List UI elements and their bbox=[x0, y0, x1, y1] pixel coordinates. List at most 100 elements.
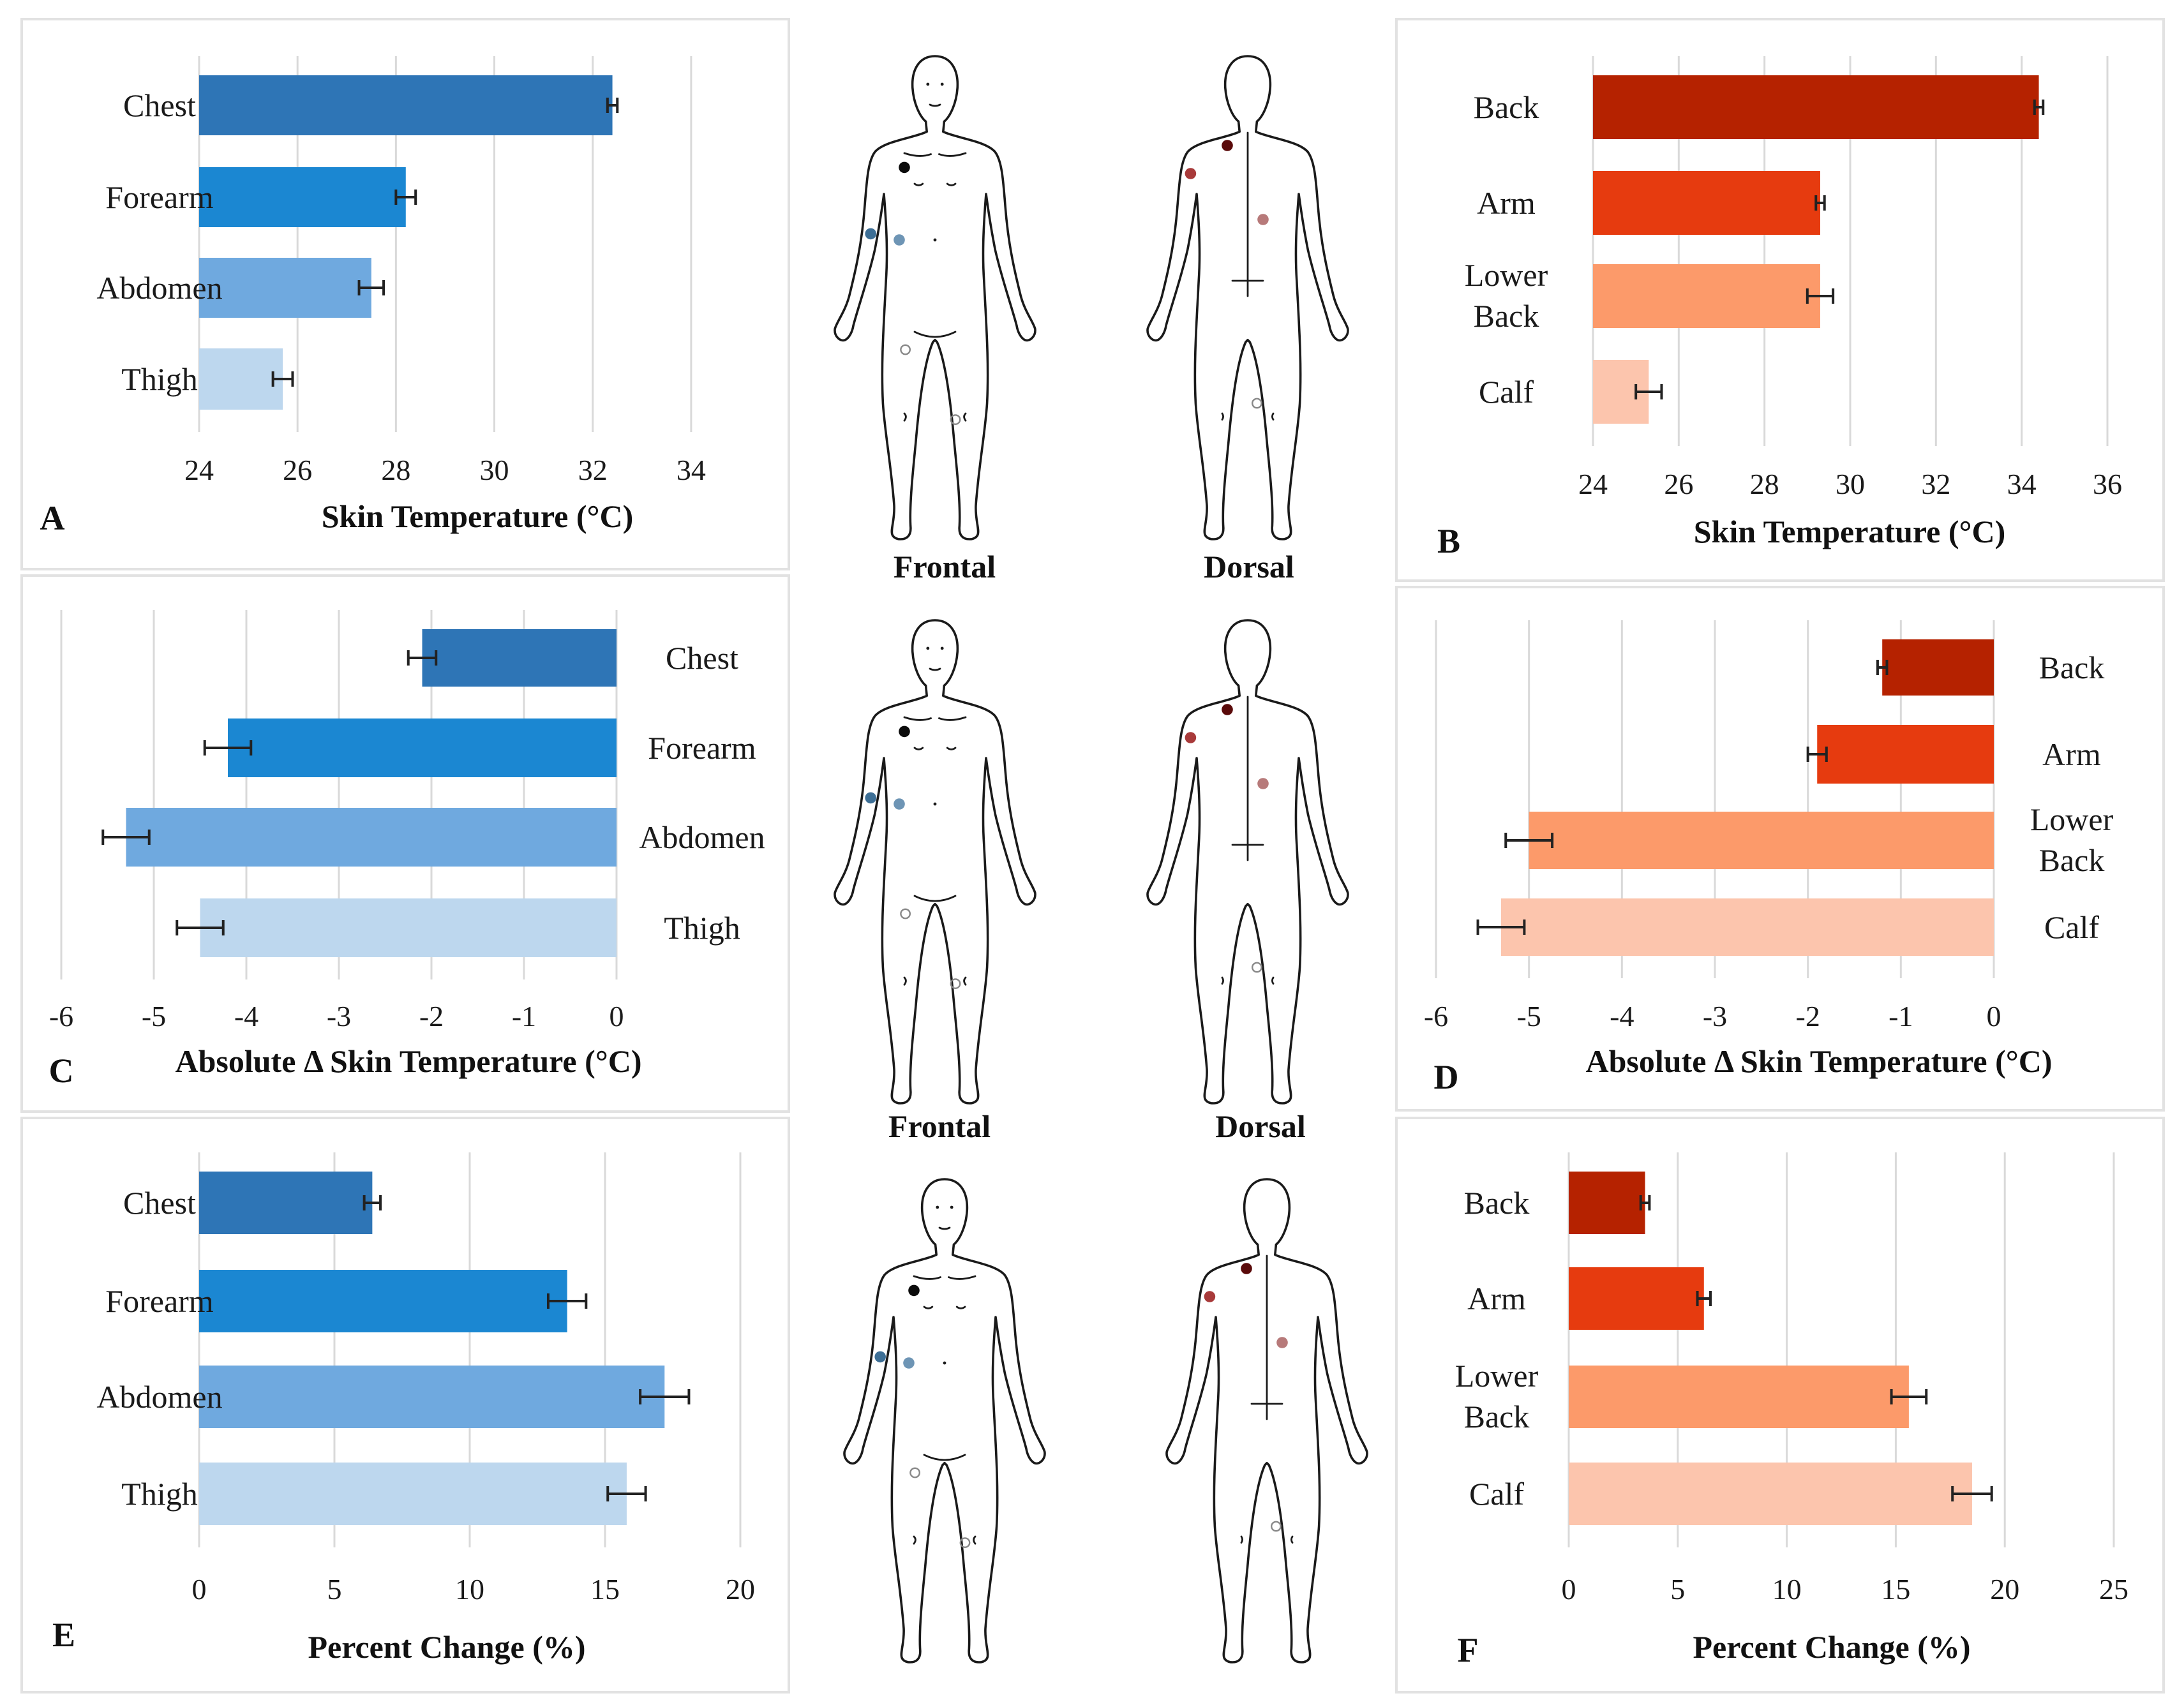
error-bar bbox=[1476, 920, 1526, 935]
bar-a-chest bbox=[199, 75, 613, 135]
category-label: Lower Back bbox=[2030, 801, 2114, 878]
category-label: Abdomen bbox=[639, 819, 765, 855]
panel-letter: B bbox=[1437, 522, 1460, 560]
measurement-point bbox=[894, 798, 905, 810]
error-bar bbox=[1806, 747, 1828, 762]
tick-label: -1 bbox=[1889, 1000, 1913, 1032]
chart-panel-e: Chest Forearm Abdomen Thigh 0 5 10 15 20 Percent … bbox=[52, 1152, 755, 1665]
category-label: Chest bbox=[666, 640, 738, 676]
tick-label: -2 bbox=[1796, 1000, 1820, 1032]
error-bar bbox=[1634, 384, 1663, 399]
frontal-body-3 bbox=[843, 1178, 1046, 1664]
chart-panel-b: Back Arm Lower Back Calf 24 26 28 30 32 34 36 Skin T… bbox=[1437, 56, 2122, 560]
error-bar bbox=[546, 1293, 588, 1309]
error-bar bbox=[1890, 1389, 1928, 1404]
measurement-point bbox=[1276, 1337, 1288, 1348]
bar-c-thigh bbox=[200, 898, 617, 957]
frontal-body-2 bbox=[834, 619, 1036, 1105]
measurement-point bbox=[1204, 1291, 1216, 1302]
error-bar bbox=[101, 830, 151, 845]
error-bar bbox=[1504, 833, 1554, 848]
category-label: Calf bbox=[2044, 909, 2099, 945]
panel-frame-f bbox=[1395, 1117, 2165, 1694]
panel-frame-e bbox=[20, 1117, 790, 1694]
bar-d-lower-back bbox=[1529, 812, 1994, 869]
error-bar bbox=[176, 920, 225, 935]
tick-label: 32 bbox=[1921, 468, 1950, 500]
error-bar bbox=[203, 740, 253, 756]
bar-b-lower-back bbox=[1593, 264, 1820, 328]
measurement-point bbox=[1241, 1263, 1252, 1274]
tick-label: 10 bbox=[455, 1573, 484, 1605]
tick-label: 26 bbox=[283, 454, 312, 486]
error-bar bbox=[271, 371, 294, 387]
x-axis-title: Absolute Δ Skin Temperature (°C) bbox=[1585, 1043, 2052, 1079]
measurement-point bbox=[909, 1467, 920, 1478]
bar-f-arm bbox=[1569, 1267, 1704, 1330]
panel-letter: E bbox=[52, 1616, 75, 1654]
category-label: Forearm bbox=[648, 730, 756, 766]
tick-label: 25 bbox=[2099, 1573, 2128, 1605]
category-label: Arm bbox=[1477, 185, 1536, 221]
x-axis-title: Percent Change (%) bbox=[1693, 1629, 1970, 1665]
bar-f-calf bbox=[1569, 1463, 1972, 1525]
category-label: Back bbox=[1464, 1185, 1530, 1221]
frontal-body-1 bbox=[834, 55, 1036, 540]
tick-label: -5 bbox=[1517, 1000, 1541, 1032]
bar-c-forearm bbox=[228, 718, 617, 777]
tick-label: 30 bbox=[480, 454, 509, 486]
measurement-point bbox=[903, 1357, 915, 1369]
measurement-point bbox=[1252, 398, 1262, 409]
tick-label: 5 bbox=[327, 1573, 342, 1605]
bar-e-chest bbox=[199, 1172, 373, 1234]
category-label: Abdomen bbox=[96, 270, 222, 306]
tick-label: 26 bbox=[1664, 468, 1693, 500]
measurement-point bbox=[865, 792, 876, 804]
tick-label: -3 bbox=[327, 1000, 351, 1032]
dorsal-body-1 bbox=[1146, 55, 1349, 540]
measurement-point bbox=[894, 234, 905, 246]
bar-c-abdomen bbox=[126, 808, 617, 867]
error-bar bbox=[606, 98, 619, 113]
category-label: Arm bbox=[1467, 1281, 1526, 1316]
measurement-point bbox=[900, 908, 911, 920]
bar-b-arm bbox=[1593, 171, 1820, 235]
panel-frame-c bbox=[20, 574, 790, 1113]
measurement-point bbox=[950, 414, 961, 426]
x-axis-title: Absolute Δ Skin Temperature (°C) bbox=[175, 1043, 641, 1079]
category-label: Lower Back bbox=[1465, 257, 1548, 334]
tick-label: 30 bbox=[1836, 468, 1865, 500]
category-label: Calf bbox=[1479, 374, 1534, 410]
chart-panel-d: Back Arm Lower Back Calf -6 -5 -4 -3 -2 -1 0 Absolut… bbox=[1424, 620, 2114, 1096]
measurement-point bbox=[950, 978, 961, 990]
x-axis-title: Percent Change (%) bbox=[308, 1629, 585, 1665]
tick-label: 28 bbox=[1750, 468, 1779, 500]
measurement-point bbox=[959, 1537, 971, 1549]
category-label: Lower Back bbox=[1455, 1358, 1539, 1434]
bar-f-back bbox=[1569, 1172, 1645, 1234]
error-bar bbox=[407, 650, 438, 666]
measurement-point bbox=[1257, 778, 1269, 789]
measurement-point bbox=[1271, 1521, 1282, 1532]
tick-label: -2 bbox=[419, 1000, 444, 1032]
x-axis-title: Skin Temperature (°C) bbox=[1694, 514, 2006, 549]
error-bar bbox=[1951, 1486, 1993, 1501]
category-label: Chest bbox=[123, 87, 196, 123]
tick-label: -3 bbox=[1703, 1000, 1727, 1032]
panel-letter: D bbox=[1434, 1058, 1459, 1096]
measurement-point bbox=[865, 228, 876, 240]
panel-letter: F bbox=[1458, 1631, 1479, 1669]
error-bar bbox=[1876, 660, 1889, 675]
category-label: Chest bbox=[123, 1185, 196, 1221]
measurement-point bbox=[1252, 962, 1262, 973]
tick-label: 24 bbox=[184, 454, 214, 486]
measurement-point bbox=[874, 1351, 886, 1363]
bar-e-forearm bbox=[199, 1270, 567, 1332]
measurement-point bbox=[1222, 704, 1233, 715]
tick-label: -1 bbox=[512, 1000, 536, 1032]
bar-e-thigh bbox=[199, 1463, 627, 1525]
measurement-point bbox=[1185, 732, 1197, 743]
error-bar bbox=[606, 1486, 647, 1501]
measurement-point bbox=[1257, 214, 1269, 225]
